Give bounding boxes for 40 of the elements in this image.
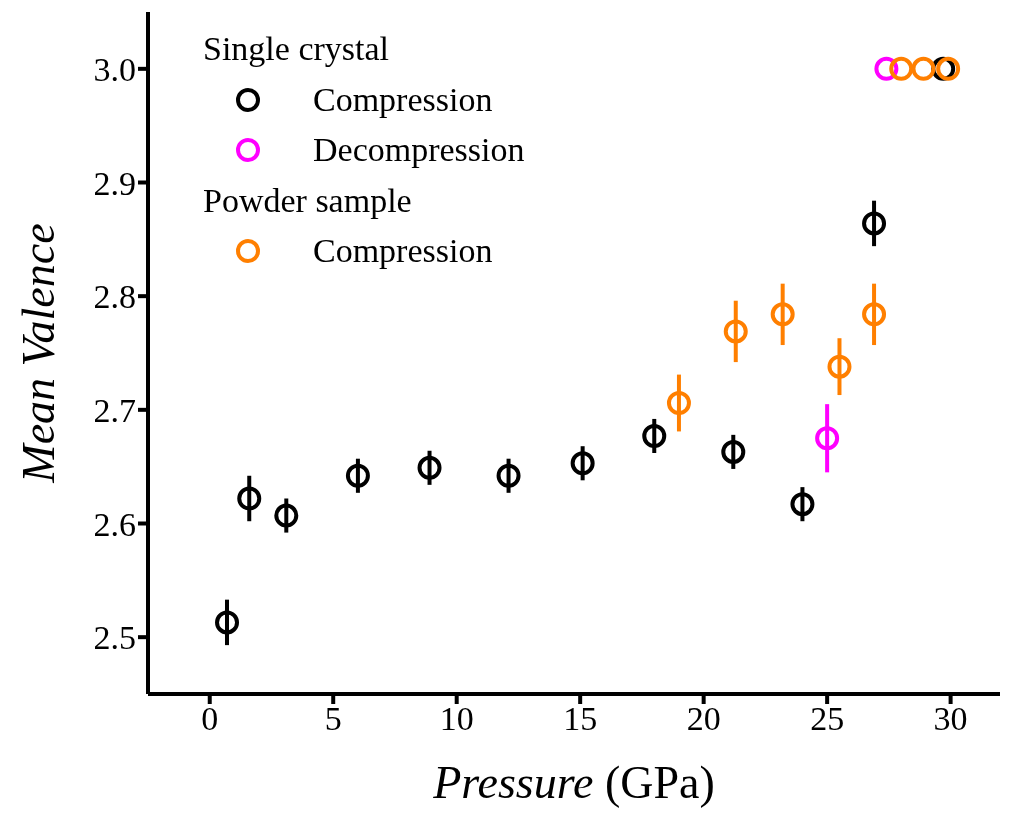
point <box>862 211 887 236</box>
y-tick-label: 2.9 <box>93 164 136 202</box>
point <box>790 492 815 517</box>
point <box>862 302 887 327</box>
x-tick-label: 25 <box>810 700 845 738</box>
annotation: Single crystal <box>203 29 391 69</box>
x-axis-title: Pressure (GPa) <box>432 757 715 808</box>
point <box>570 451 595 476</box>
point <box>815 426 840 451</box>
point <box>345 463 370 488</box>
point <box>911 56 936 81</box>
point <box>496 463 521 488</box>
point <box>827 354 852 379</box>
point <box>642 423 667 448</box>
annotation: Powder sample <box>203 180 413 221</box>
point <box>215 610 240 635</box>
point <box>237 486 262 511</box>
point <box>417 455 442 480</box>
x-tick-label: 0 <box>201 700 219 738</box>
legend-label: Compression <box>313 231 493 271</box>
point <box>666 391 691 416</box>
y-tick-label: 2.7 <box>93 391 136 429</box>
x-tick-label: 30 <box>933 700 968 738</box>
x-tick-label: 20 <box>686 700 721 738</box>
legend-label: Decompression <box>313 130 525 170</box>
point <box>274 503 299 528</box>
x-tick-label: 15 <box>563 700 598 738</box>
point <box>721 439 746 464</box>
legend-label: Compression <box>313 79 493 120</box>
x-tick-label: 10 <box>439 700 474 738</box>
y-tick-label: 2.5 <box>93 619 136 657</box>
y-axis-title: Mean Valence <box>13 223 65 484</box>
point <box>723 319 748 344</box>
point <box>770 302 795 327</box>
y-tick-label: 2.6 <box>93 505 136 543</box>
x-tick-label: 5 <box>324 700 342 738</box>
y-tick-label: 3.0 <box>93 50 136 88</box>
point <box>936 56 961 81</box>
point <box>889 56 914 81</box>
y-tick-label: 2.8 <box>93 278 136 316</box>
